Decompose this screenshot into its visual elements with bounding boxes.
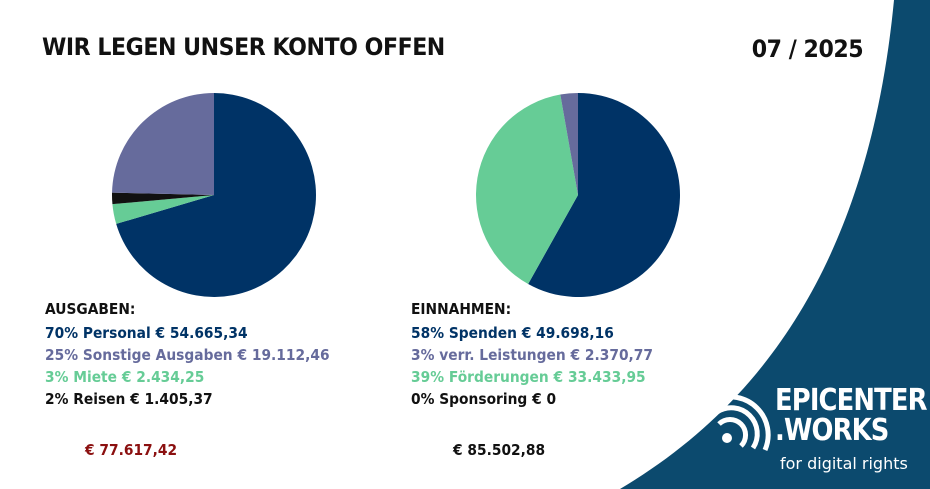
income-pie-chart bbox=[476, 93, 680, 297]
income-total: € 85.502,88 bbox=[453, 441, 546, 459]
expenses-legend-item: 2% Reisen € 1.405,37 bbox=[45, 390, 213, 408]
pie-slice-verr-leistungen bbox=[560, 93, 578, 195]
pie-slice-f-rderungen bbox=[476, 94, 578, 284]
income-legend-item: 58% Spenden € 49.698,16 bbox=[411, 324, 614, 342]
logo-wordmark-line2: .WORKS bbox=[775, 413, 889, 448]
expenses-legend: AUSGABEN: 70% Personal € 54.665,34 25% S… bbox=[45, 298, 354, 410]
signal-broadcast-icon bbox=[714, 394, 771, 451]
pie-slice-sonstige-ausgaben bbox=[112, 93, 214, 195]
pie-slice-personal bbox=[116, 93, 316, 297]
expenses-legend-title: AUSGABEN: bbox=[45, 300, 136, 318]
income-legend: EINNAHMEN: 58% Spenden € 49.698,16 3% ve… bbox=[411, 298, 674, 410]
income-legend-title: EINNAHMEN: bbox=[411, 300, 512, 318]
expenses-pie-chart bbox=[112, 93, 316, 297]
expenses-legend-item: 70% Personal € 54.665,34 bbox=[45, 324, 248, 342]
report-date: 07 / 2025 bbox=[751, 35, 864, 63]
income-legend-item: 39% Förderungen € 33.433,95 bbox=[411, 368, 646, 386]
page-title: WIR LEGEN UNSER KONTO OFFEN bbox=[42, 33, 445, 61]
pie-slice-reisen bbox=[112, 192, 214, 205]
pie-slice-miete bbox=[112, 195, 214, 224]
income-legend-item: 0% Sponsoring € 0 bbox=[411, 390, 557, 408]
pie-slice-spenden bbox=[528, 93, 680, 297]
income-legend-item: 3% verr. Leistungen € 2.370,77 bbox=[411, 346, 654, 364]
expenses-legend-item: 3% Miete € 2.434,25 bbox=[45, 368, 205, 386]
logo-wordmark-line1: EPICENTER bbox=[775, 383, 928, 418]
expenses-legend-item: 25% Sonstige Ausgaben € 19.112,46 bbox=[45, 346, 330, 364]
epicenter-works-logo[interactable]: EPICENTER .WORKS for digital rights bbox=[713, 386, 928, 481]
logo-tagline: for digital rights bbox=[780, 454, 908, 473]
expenses-total: € 77.617,42 bbox=[85, 441, 178, 459]
